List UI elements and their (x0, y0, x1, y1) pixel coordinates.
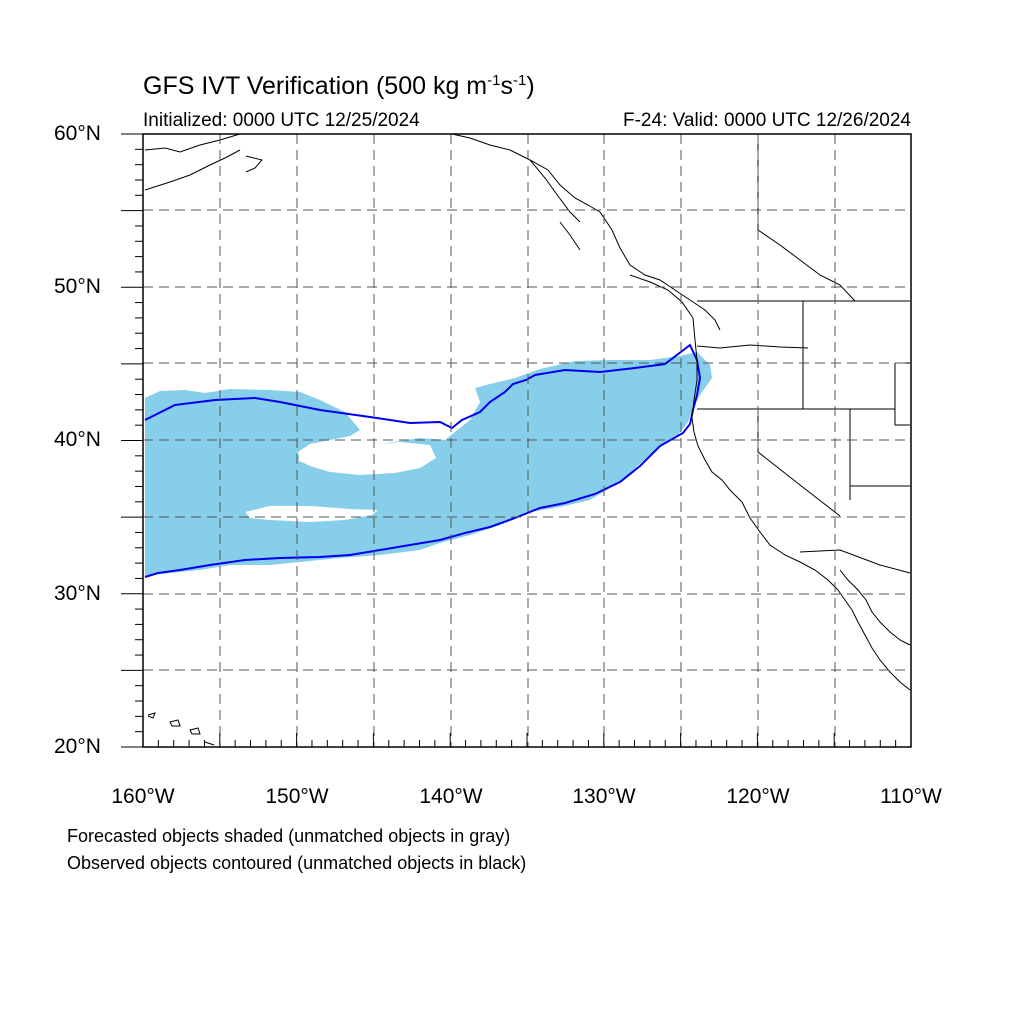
lon-label-160: 160°W (111, 785, 175, 808)
coastline-british-columbia (559, 211, 721, 331)
lat-label-30: 30°N (54, 582, 101, 605)
initialized-label: Initialized: 0000 UTC 12/25/2024 (143, 110, 420, 131)
forecast-hole-lower (245, 506, 378, 522)
footnote-observed: Observed objects contoured (unmatched ob… (67, 853, 527, 873)
lon-label-150: 150°W (265, 785, 329, 808)
coastline-baja (837, 569, 911, 691)
lon-label-140: 140°W (419, 785, 483, 808)
title-exp2: -1 (512, 72, 527, 89)
axis-ticks (121, 133, 912, 748)
lat-label-20: 20°N (54, 735, 101, 758)
coastline-us-west (691, 317, 839, 591)
lat-label-50: 50°N (54, 275, 101, 298)
chart-title: GFS IVT Verification (500 kg m-1s-1) (143, 72, 535, 101)
title-exp1: -1 (487, 72, 501, 89)
valid-label: F-24: Valid: 0000 UTC 12/26/2024 (623, 110, 911, 131)
coastlines (144, 133, 911, 746)
lon-label-120: 120°W (726, 785, 790, 808)
title-suffix: ) (526, 72, 535, 100)
footnote-forecast: Forecasted objects shaded (unmatched obj… (67, 826, 511, 846)
forecast-object (145, 352, 712, 576)
coastline-alaska (144, 133, 263, 191)
coastline-hawaii (147, 712, 215, 746)
title-prefix: GFS IVT Verification (500 kg m (143, 72, 488, 100)
lon-label-130: 130°W (572, 785, 636, 808)
state-borders (696, 134, 911, 574)
coastline-alaska-panhandle (451, 133, 601, 223)
title-mid: s (500, 72, 513, 100)
observed-contour (144, 343, 702, 578)
lon-label-110: 110°W (880, 785, 942, 808)
forecast-hole-upper (298, 442, 436, 475)
graticule (143, 134, 911, 747)
lat-label-60: 60°N (54, 122, 101, 145)
lat-label-40: 40°N (54, 428, 101, 451)
